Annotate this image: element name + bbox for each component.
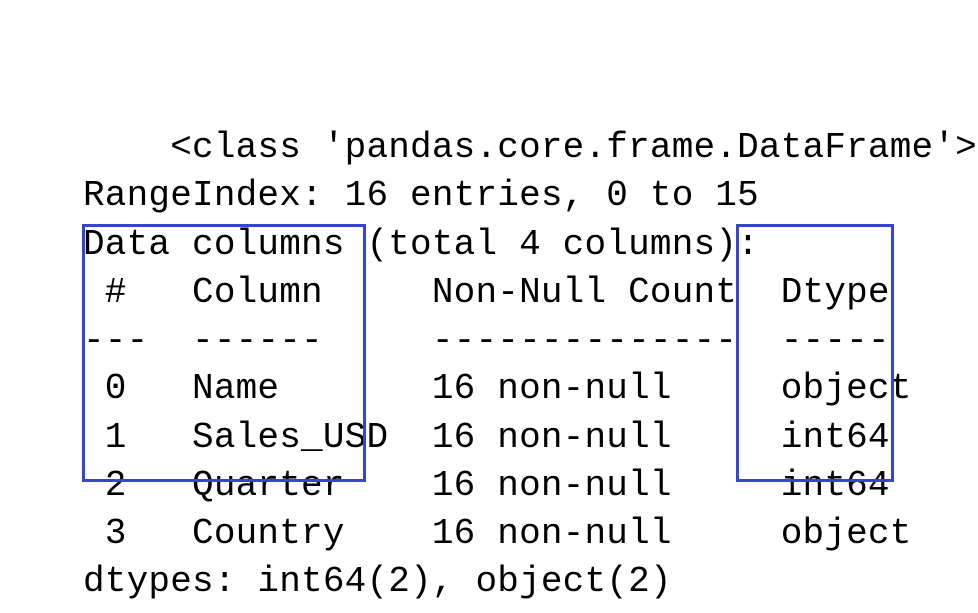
annotation-box-columns [82, 224, 366, 482]
table-row: 3 Country 16 non-null object [83, 513, 912, 554]
rangeindex-line: RangeIndex: 16 entries, 0 to 15 [83, 175, 759, 216]
output-container: <class 'pandas.core.frame.DataFrame'> Ra… [0, 0, 978, 613]
annotation-box-dtype [736, 224, 894, 482]
memory-usage: memory usage: 640.0+ bytes [83, 610, 650, 613]
class-line: <class 'pandas.core.frame.DataFrame'> [170, 127, 977, 168]
dtypes-summary: dtypes: int64(2), object(2) [83, 561, 672, 602]
